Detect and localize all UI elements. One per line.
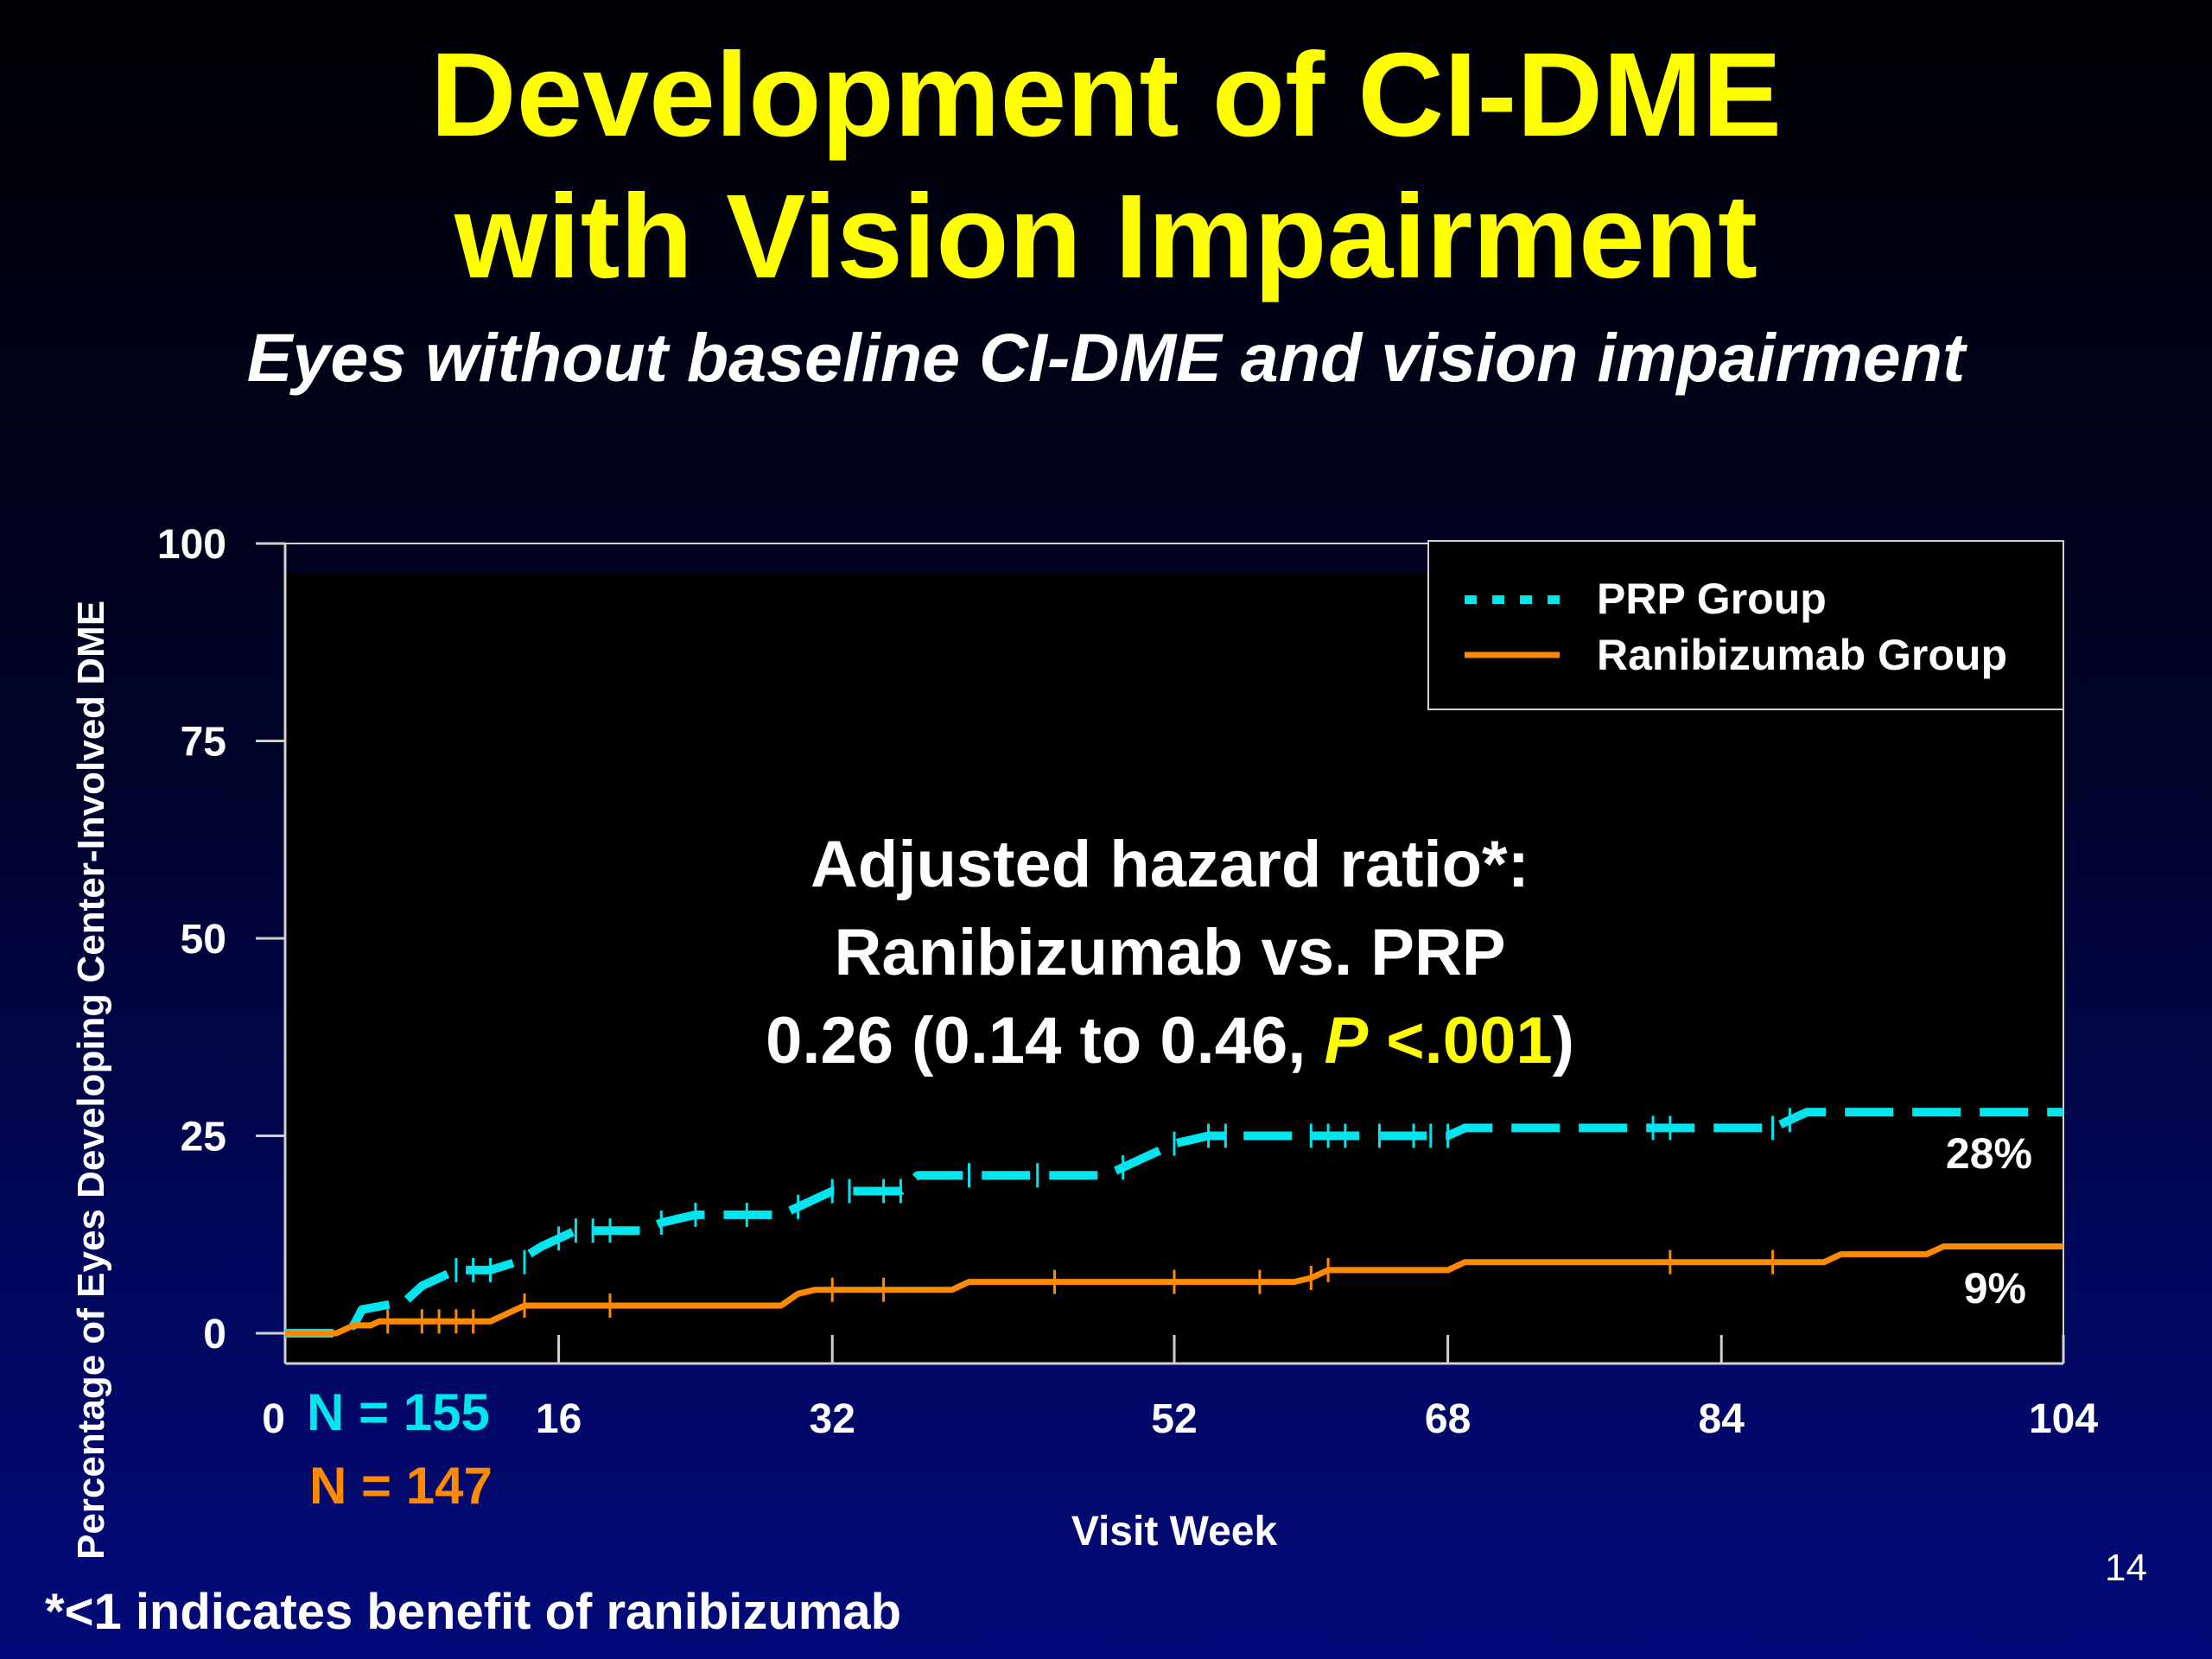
title-line-2: with Vision Impairment xyxy=(454,170,1758,303)
y-tick-label: 50 xyxy=(181,917,226,963)
x-tick-label: 16 xyxy=(536,1396,582,1442)
footnote: *<1 indicates benefit of ranibizumab xyxy=(45,1584,902,1640)
slide-subtitle: Eyes without baseline CI-DME and vision … xyxy=(246,319,1966,396)
x-tick-label: 32 xyxy=(810,1396,855,1442)
annotation-line-1: Adjusted hazard ratio*: xyxy=(810,828,1529,901)
title-line-1: Development of CI-DME xyxy=(429,29,1783,162)
n-label-ranibizumab: N = 147 xyxy=(309,1457,493,1515)
end-label-ranibizumab: 9% xyxy=(1964,1264,2026,1313)
page-number: 14 xyxy=(2105,1547,2147,1589)
y-tick-label: 100 xyxy=(157,522,226,568)
annotation-line-3: 0.26 (0.14 to 0.46, P <.001) xyxy=(766,1004,1574,1077)
series-layer xyxy=(285,1108,2063,1338)
annotation-closing: ) xyxy=(1553,1004,1574,1077)
series-prp xyxy=(285,1108,2063,1338)
hazard-ratio-annotation: Adjusted hazard ratio*: Ranibizumab vs. … xyxy=(766,828,1574,1077)
legend-box xyxy=(1427,540,2064,710)
annotation-line-2: Ranibizumab vs. PRP xyxy=(834,916,1505,989)
y-tick-label: 0 xyxy=(203,1312,226,1357)
end-label-prp: 28% xyxy=(1946,1129,2032,1178)
x-tick-label: 84 xyxy=(1699,1396,1745,1442)
n-label-prp: N = 155 xyxy=(307,1383,490,1441)
slide-title: Development of CI-DME with Vision Impair… xyxy=(0,24,2212,308)
legend: PRP Group Ranibizumab Group xyxy=(1427,540,2064,710)
x-axis-label: Visit Week xyxy=(1071,1509,1278,1554)
legend-label-prp: PRP Group xyxy=(1597,575,1827,623)
legend-label-ranibizumab: Ranibizumab Group xyxy=(1597,631,2007,679)
y-axis-label: Percentage of Eyes Developing Center-Inv… xyxy=(70,601,112,1560)
y-tick-label: 25 xyxy=(181,1115,226,1160)
series-ranibizumab xyxy=(285,1243,2063,1337)
y-tick-label: 75 xyxy=(181,720,226,766)
x-tick-label: 52 xyxy=(1151,1396,1197,1442)
annotation-p-value: <.001 xyxy=(1368,1004,1552,1077)
annotation-ci-text: 0.26 (0.14 to 0.46, xyxy=(766,1004,1324,1077)
x-tick-label: 68 xyxy=(1425,1396,1471,1442)
x-tick-label: 104 xyxy=(2029,1396,2098,1442)
series-line-prp xyxy=(285,1108,2063,1338)
annotation-p-label: P xyxy=(1324,1004,1368,1077)
x-tick-label: 0 xyxy=(262,1396,285,1442)
axes: 0 25 50 75 100 0 16 32 52 68 84 104 xyxy=(157,522,2098,1442)
